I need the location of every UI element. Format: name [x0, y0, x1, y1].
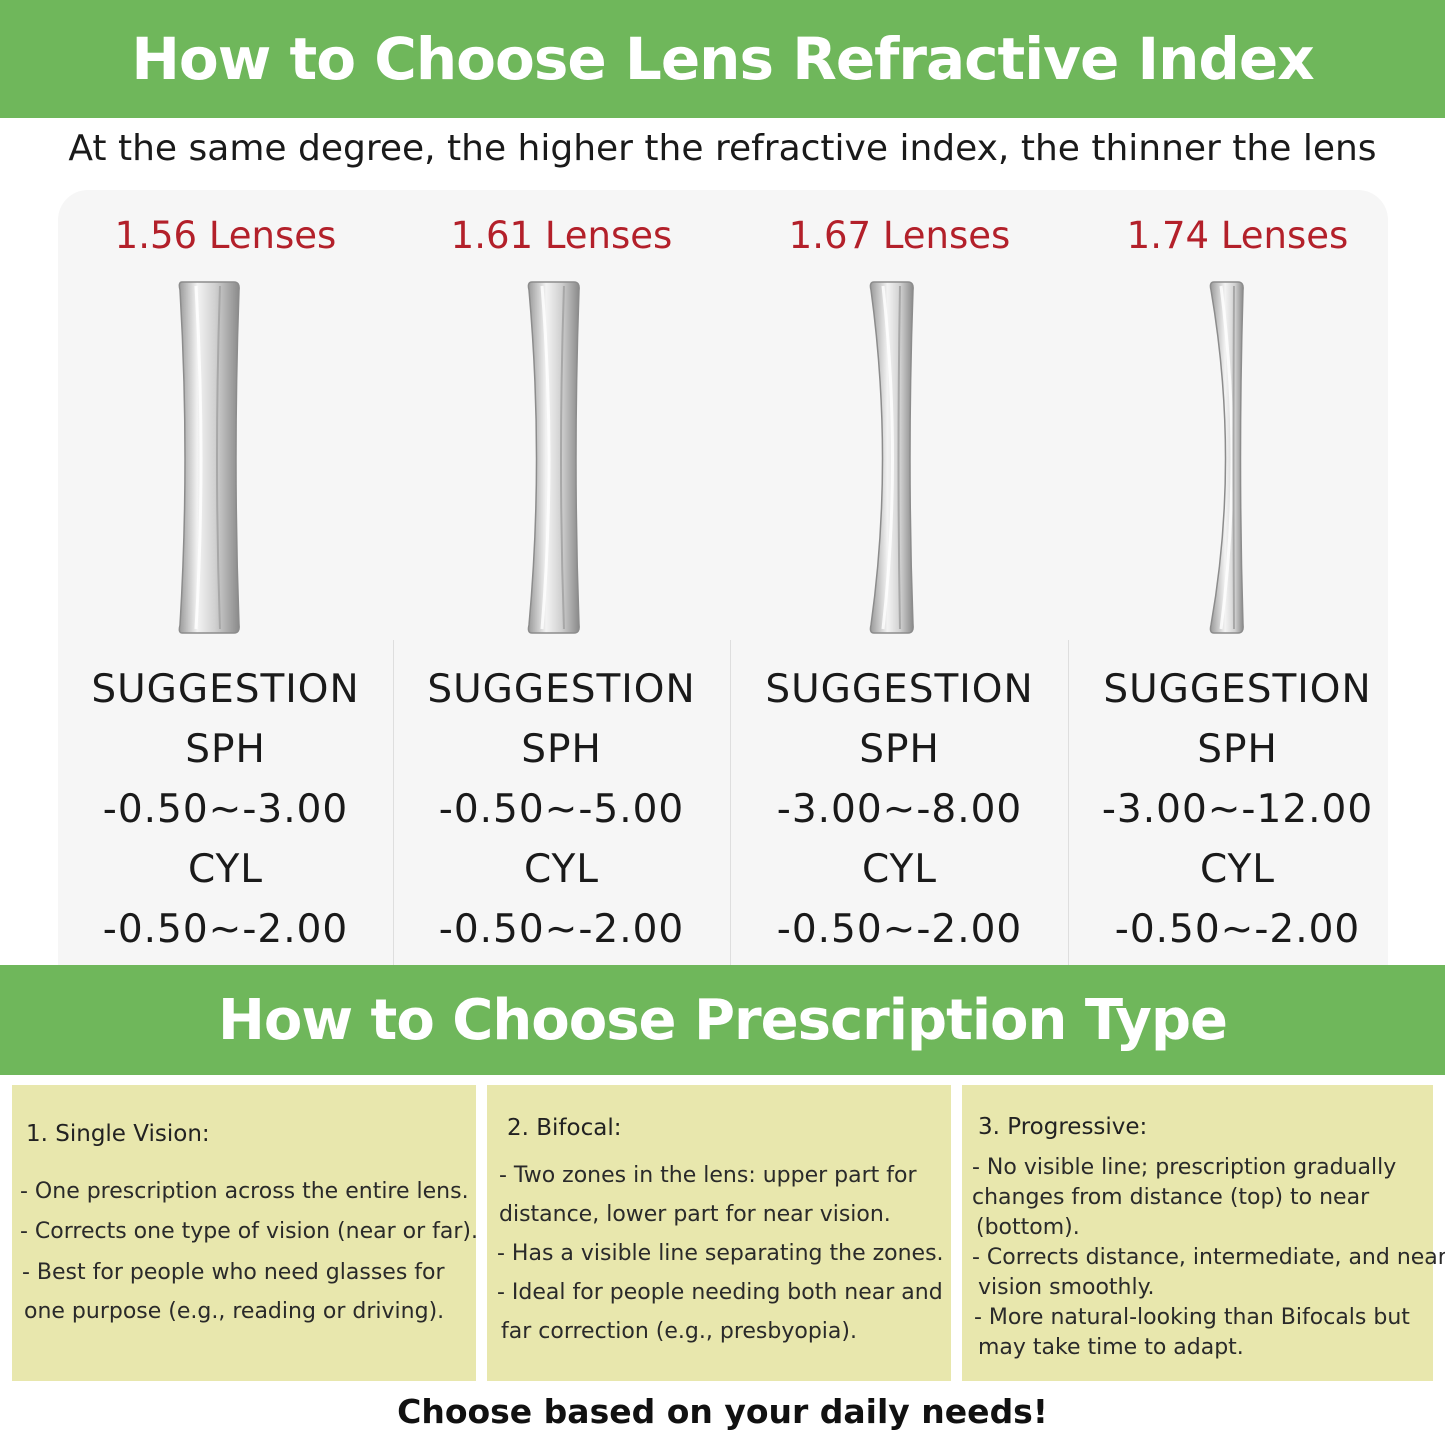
lens-profile-icon	[527, 281, 580, 634]
cyl-label: CYL	[861, 847, 938, 892]
sph-label: SPH	[859, 727, 940, 772]
lens-suggestion: SUGGESTION SPH -0.50~-3.00 CYL -0.50~-2.…	[57, 660, 394, 960]
card-progressive: 3. Progressive: - No visible line; presc…	[962, 1085, 1445, 1381]
lens-title: 1.61 Lenses	[450, 214, 673, 257]
lens-profile-icon	[869, 281, 914, 634]
column-divider	[730, 640, 731, 965]
suggestion-label: SUGGESTION	[765, 667, 1034, 712]
card-bifocal: 2. Bifocal: - Two zones in the lens: upp…	[487, 1085, 951, 1381]
sph-label: SPH	[185, 727, 266, 772]
lens-title: 1.56 Lenses	[114, 214, 337, 257]
card-line: may take time to adapt.	[978, 1335, 1244, 1360]
cyl-range: -0.50~-2.00	[102, 907, 349, 952]
card-line: - Ideal for people needing both near and	[497, 1280, 943, 1305]
prescription-banner: How to Choose Prescription Type	[0, 965, 1445, 1075]
lens-title: 1.67 Lenses	[788, 214, 1011, 257]
card-title: 2. Bifocal:	[507, 1115, 622, 1141]
card-line: vision smoothly.	[978, 1275, 1155, 1300]
section-title: How to Choose Prescription Type	[217, 987, 1228, 1053]
card-title: 1. Single Vision:	[26, 1121, 210, 1147]
cyl-label: CYL	[1199, 847, 1276, 892]
card-line: one purpose (e.g., reading or driving).	[24, 1299, 445, 1324]
cyl-range: -0.50~-2.00	[438, 907, 685, 952]
sph-range: -0.50~-3.00	[102, 787, 349, 832]
card-line: - Corrects one type of vision (near or f…	[20, 1219, 478, 1244]
sph-range: -3.00~-8.00	[776, 787, 1023, 832]
cyl-label: CYL	[187, 847, 264, 892]
card-single-vision: 1. Single Vision: - One prescription acr…	[12, 1085, 478, 1381]
card-line: - Best for people who need glasses for	[22, 1260, 445, 1285]
sph-range: -3.00~-12.00	[1101, 787, 1374, 832]
card-line: (bottom).	[976, 1215, 1080, 1240]
page-title: How to Choose Lens Refractive Index	[131, 25, 1314, 93]
lens-comparison-panel	[58, 190, 1388, 966]
cyl-range: -0.50~-2.00	[1114, 907, 1361, 952]
page-subtitle: At the same degree, the higher the refra…	[68, 128, 1377, 169]
lens-suggestion: SUGGESTION SPH -3.00~-12.00 CYL -0.50~-2…	[1069, 660, 1406, 960]
suggestion-label: SUGGESTION	[427, 667, 696, 712]
sph-range: -0.50~-5.00	[438, 787, 685, 832]
card-line: - Has a visible line separating the zone…	[497, 1241, 944, 1266]
suggestion-label: SUGGESTION	[91, 667, 360, 712]
card-line: distance, lower part for near vision.	[499, 1202, 891, 1227]
card-line: - Two zones in the lens: upper part for	[499, 1163, 917, 1188]
lens-column-1-56: 1.56 Lenses SUGGESTION SPH -0.50~-3.00 C…	[57, 190, 394, 965]
footer-callout: Choose based on your daily needs!	[397, 1392, 1048, 1431]
sph-label: SPH	[1197, 727, 1278, 772]
lens-suggestion: SUGGESTION SPH -3.00~-8.00 CYL -0.50~-2.…	[731, 660, 1068, 960]
lens-suggestion: SUGGESTION SPH -0.50~-5.00 CYL -0.50~-2.…	[393, 660, 730, 960]
lens-profile-icon	[1209, 281, 1244, 634]
cyl-label: CYL	[523, 847, 600, 892]
column-divider	[1068, 640, 1069, 965]
lens-column-1-67: 1.67 Lenses SUGGESTION SPH -3.00~-8.00 C…	[731, 190, 1068, 965]
card-line: - No visible line; prescription graduall…	[972, 1155, 1397, 1180]
header-banner: How to Choose Lens Refractive Index	[0, 0, 1445, 118]
card-title: 3. Progressive:	[978, 1114, 1148, 1140]
card-line: - More natural-looking than Bifocals but	[974, 1305, 1410, 1330]
lens-title: 1.74 Lenses	[1126, 214, 1349, 257]
sph-label: SPH	[521, 727, 602, 772]
card-line: far correction (e.g., presbyopia).	[501, 1319, 857, 1344]
card-line: changes from distance (top) to near	[972, 1185, 1370, 1210]
column-divider	[393, 640, 394, 965]
cyl-range: -0.50~-2.00	[776, 907, 1023, 952]
suggestion-label: SUGGESTION	[1103, 667, 1372, 712]
card-line: - One prescription across the entire len…	[20, 1179, 469, 1204]
card-line: - Corrects distance, intermediate, and n…	[972, 1245, 1445, 1270]
lens-column-1-61: 1.61 Lenses SUGGESTION SPH -0.50~-5.00 C…	[393, 190, 730, 965]
lens-profile-icon	[178, 281, 240, 634]
lens-column-1-74: 1.74 Lenses SUGGESTION SPH -3.00~-12.00 …	[1069, 190, 1406, 965]
